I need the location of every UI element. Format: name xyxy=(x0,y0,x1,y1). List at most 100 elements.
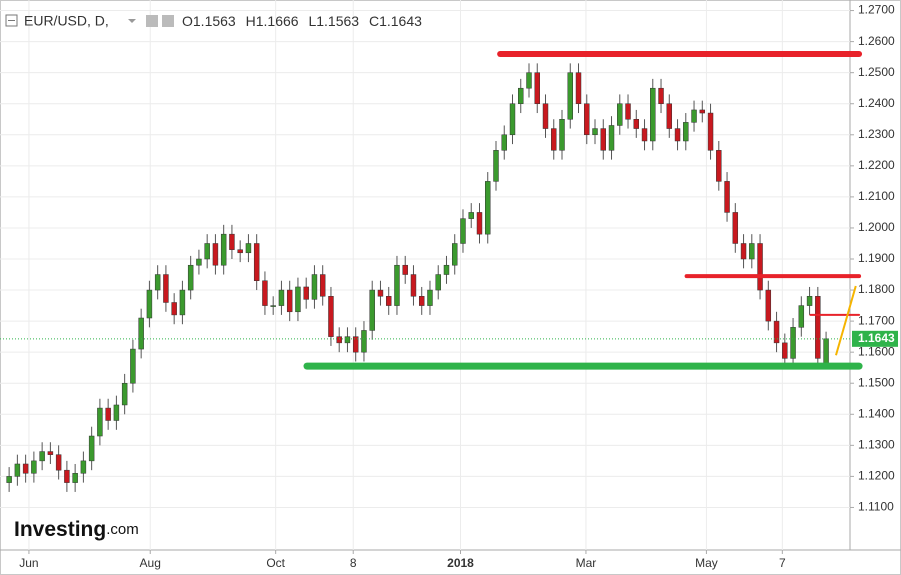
candle-body xyxy=(608,125,615,151)
candle-body xyxy=(311,274,318,300)
candle-body xyxy=(113,404,120,421)
candle-body xyxy=(823,338,829,364)
candle-body xyxy=(410,274,417,297)
settings-icon[interactable] xyxy=(146,15,158,27)
candle-body xyxy=(551,128,557,151)
candle-body xyxy=(575,72,582,104)
candle-body xyxy=(732,212,739,244)
y-tick-label: 1.2200 xyxy=(858,158,895,172)
y-tick-label: 1.1800 xyxy=(858,282,895,296)
candle-body xyxy=(97,407,103,437)
candle-body xyxy=(749,243,755,260)
candle-body xyxy=(72,473,78,483)
y-tick-label: 1.2500 xyxy=(858,65,895,79)
candle-body xyxy=(427,289,433,306)
x-tick-label: 7 xyxy=(779,556,786,570)
last-price-box xyxy=(852,330,898,347)
candle-body xyxy=(674,128,681,142)
candle-body xyxy=(336,336,342,344)
candle-body xyxy=(138,317,144,350)
candle-body xyxy=(650,87,656,142)
candle-body xyxy=(39,451,45,462)
y-tick-label: 1.1600 xyxy=(858,344,895,358)
grid xyxy=(0,0,850,550)
candle-body xyxy=(518,87,524,104)
y-tick-label: 1.1700 xyxy=(858,313,895,327)
candle-body xyxy=(55,454,62,471)
candle-body xyxy=(328,296,334,337)
candle-body xyxy=(361,330,367,353)
candle-body xyxy=(534,72,540,104)
candle-body xyxy=(476,212,483,235)
candle-body xyxy=(567,72,573,120)
watermark-brand: Investing xyxy=(14,518,106,541)
candle-body xyxy=(369,289,375,331)
candle-body xyxy=(782,342,788,359)
y-tick-label: 1.2400 xyxy=(858,96,895,110)
candle-body xyxy=(435,274,441,291)
last-price-label: 1.1643 xyxy=(858,331,895,345)
candle-body xyxy=(452,243,458,266)
candle-body xyxy=(460,218,466,244)
y-tick-label: 1.2100 xyxy=(858,189,895,203)
candle-body xyxy=(212,243,219,266)
candle-body xyxy=(806,296,813,306)
candle-body xyxy=(501,134,507,151)
candle-body xyxy=(707,112,714,151)
candle-body xyxy=(773,320,780,344)
candle-body xyxy=(418,296,425,306)
candle-body xyxy=(559,119,565,151)
ohlc-label: O xyxy=(182,13,193,29)
candle-body xyxy=(740,243,747,260)
candle-body xyxy=(641,128,648,142)
candle-body xyxy=(377,289,384,297)
candle-body xyxy=(344,336,351,344)
candle-body xyxy=(691,109,697,123)
ohlc-label: H xyxy=(246,13,256,29)
candle-body xyxy=(262,280,268,306)
candle-body xyxy=(699,109,706,114)
candle-body xyxy=(402,264,408,275)
candle-body xyxy=(220,233,227,266)
candle-body xyxy=(31,460,37,474)
candle-body xyxy=(187,264,194,291)
collapse-icon[interactable] xyxy=(5,14,18,27)
y-tick-label: 1.2000 xyxy=(858,220,895,234)
y-tick-label: 1.1100 xyxy=(858,500,894,514)
ohlc-value: 1.1563 xyxy=(193,13,236,29)
candle-body xyxy=(617,103,623,126)
x-tick-label: Oct xyxy=(266,556,285,570)
candle-body xyxy=(171,302,177,316)
candle-body xyxy=(229,233,235,250)
candle-body xyxy=(683,122,689,142)
candle-body xyxy=(724,181,730,213)
trend-line xyxy=(835,285,857,356)
candle-body xyxy=(319,274,326,297)
candle-body xyxy=(790,327,796,359)
candle-body xyxy=(47,451,54,455)
gear-icon[interactable] xyxy=(162,15,174,27)
candle-body xyxy=(765,289,772,322)
candle-body xyxy=(295,286,301,313)
candle-body xyxy=(154,274,161,291)
x-tick-label: Aug xyxy=(140,556,161,570)
x-tick-label: 2018 xyxy=(447,556,474,570)
candle-body xyxy=(526,72,532,89)
candle-body xyxy=(179,289,186,316)
candle-body xyxy=(88,435,95,462)
candle-body xyxy=(253,243,260,281)
y-tick-label: 1.2600 xyxy=(858,34,895,48)
dropdown-arrow[interactable] xyxy=(128,19,136,23)
ohlc-value: 1.1563 xyxy=(316,13,359,29)
candle-body xyxy=(815,296,821,359)
candle-body xyxy=(352,336,359,353)
candle-body xyxy=(14,463,21,477)
candle-body xyxy=(204,243,210,260)
y-tick-label: 1.1200 xyxy=(858,469,895,483)
candle-body xyxy=(278,289,285,306)
candle-body xyxy=(22,463,29,474)
ohlc-label: L xyxy=(308,13,316,29)
candle-body xyxy=(493,150,499,182)
